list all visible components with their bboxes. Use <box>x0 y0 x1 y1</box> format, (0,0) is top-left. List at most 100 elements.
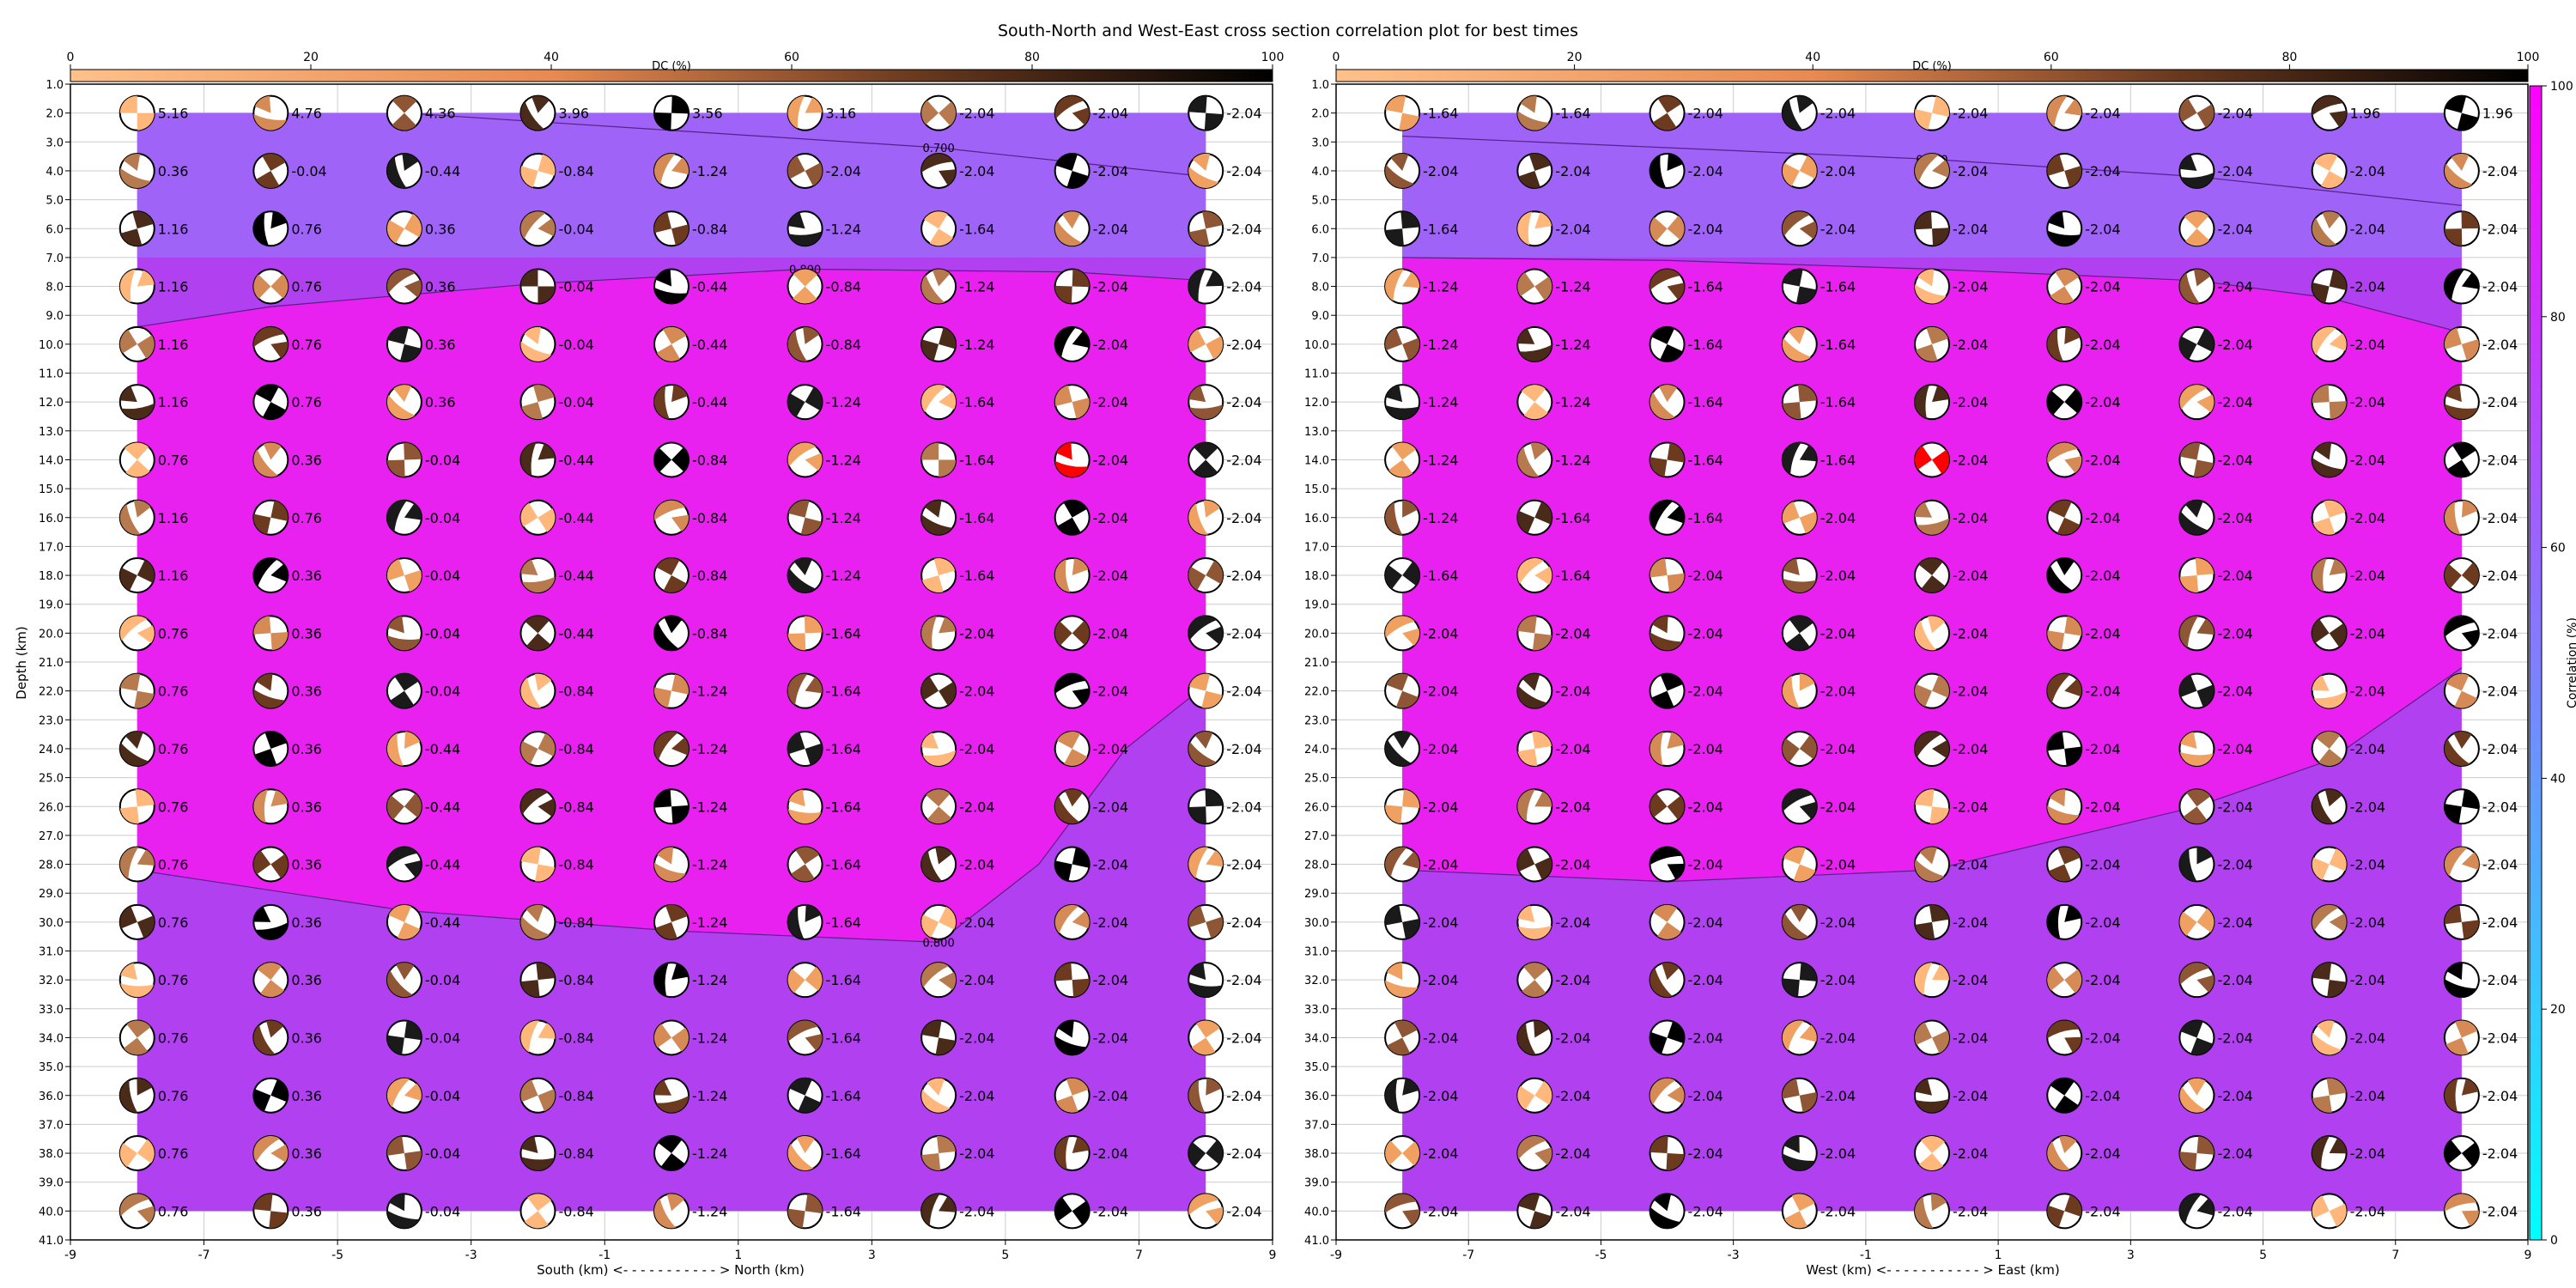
beachball-compressional <box>1928 616 1946 634</box>
beachball-quadrant <box>2195 558 2215 576</box>
beachball-marker <box>1054 384 1091 421</box>
beachball-compressional <box>921 732 939 749</box>
beachball-marker <box>1516 557 1553 594</box>
time-shift-label: -2.04 <box>2350 683 2385 700</box>
beachball-compressional <box>1188 1194 1219 1215</box>
beachball-marker <box>1384 615 1421 652</box>
beachball-marker <box>1516 846 1553 883</box>
beachball-quadrant <box>2049 500 2072 518</box>
beachball-marker <box>1914 788 1950 825</box>
time-shift-label: -2.04 <box>1820 741 1856 757</box>
beachball-marker <box>1516 615 1553 652</box>
beachball-marker <box>1914 846 1950 883</box>
x-tick-label: 7 <box>1135 1249 1143 1262</box>
beachball-quadrant <box>1651 326 1675 344</box>
time-shift-label: -2.04 <box>1226 279 1261 295</box>
beachball-compressional <box>787 673 808 706</box>
y-tick-label: 16.0 <box>1304 513 1329 526</box>
beachball-compressional <box>1054 326 1076 358</box>
beachball-quadrant <box>1534 1080 1552 1105</box>
beachball-quadrant <box>264 731 288 749</box>
beachball-compressional <box>666 1194 684 1212</box>
beachball-quadrant <box>2196 684 2215 708</box>
beachball-marker <box>118 615 155 652</box>
beachball-compressional <box>1385 404 1419 420</box>
beachball-quadrant <box>257 963 282 981</box>
beachball-compressional <box>386 1078 410 1108</box>
beachball-quadrant <box>921 100 939 125</box>
correlation-tick-label: 60 <box>2550 542 2566 556</box>
beachball-quadrant <box>1072 620 1090 646</box>
beachball-compressional <box>2329 559 2347 576</box>
time-shift-label: -2.04 <box>2217 857 2252 873</box>
beachball-compressional <box>2179 963 2210 985</box>
time-shift-label: 0.36 <box>291 741 322 757</box>
beachball-compressional <box>520 1157 555 1171</box>
beachball-compressional <box>1522 673 1540 691</box>
beachball-compressional <box>266 1020 284 1038</box>
y-tick-label: 20.0 <box>39 628 64 641</box>
time-shift-label: -2.04 <box>2350 394 2385 410</box>
beachball-compressional <box>2317 1020 2335 1038</box>
beachball-compressional <box>2446 963 2463 981</box>
beachball-marker <box>519 384 556 421</box>
beachball-quadrant <box>1066 170 1089 188</box>
y-tick-label: 31.0 <box>39 946 64 959</box>
time-shift-label: -0.04 <box>425 1030 460 1046</box>
beachball-marker <box>519 268 556 305</box>
beachball-quadrant <box>400 343 422 361</box>
beachball-compressional <box>1799 1024 1817 1042</box>
beachball-compressional <box>2444 616 2476 637</box>
beachball-marker <box>1781 384 1818 421</box>
beachball-compressional <box>1385 616 1415 638</box>
correlation-field-high <box>137 269 1206 943</box>
time-shift-label: -2.04 <box>1953 799 1988 815</box>
dc-tick-label: 20 <box>303 51 319 64</box>
time-shift-label: 0.76 <box>158 1145 189 1162</box>
beachball-quadrant <box>2444 904 2462 925</box>
beachball-compressional <box>520 677 542 708</box>
beachball-quadrant <box>2183 806 2208 824</box>
time-shift-label: -2.04 <box>1423 914 1458 931</box>
beachball-marker <box>920 846 957 883</box>
beachball-marker <box>1781 210 1818 247</box>
beachball-compressional <box>2453 731 2472 749</box>
y-tick-label: 28.0 <box>39 860 64 872</box>
beachball-compressional <box>2196 394 2215 413</box>
beachball-marker <box>1054 1135 1091 1172</box>
time-shift-label: -2.04 <box>1423 857 1458 873</box>
time-shift-label: -0.04 <box>558 337 593 353</box>
beachball-quadrant <box>2447 459 2471 477</box>
time-shift-label: 0.36 <box>291 683 322 700</box>
beachball-compressional <box>1915 731 1941 757</box>
y-tick-label: 30.0 <box>1304 917 1329 930</box>
beachball-compressional <box>404 279 422 298</box>
time-shift-label: -2.04 <box>1226 972 1261 988</box>
time-shift-label: -0.04 <box>425 510 460 526</box>
beachball-quadrant <box>788 500 810 518</box>
beachball-marker <box>1649 1135 1686 1172</box>
beachball-compressional <box>654 963 669 997</box>
beachball-compressional <box>2179 385 2208 410</box>
beachball-compressional <box>1649 968 1673 998</box>
beachball-marker <box>1384 325 1421 362</box>
time-shift-label: -2.04 <box>959 163 994 179</box>
beachball-quadrant <box>1386 673 1409 691</box>
beachball-quadrant <box>532 385 555 403</box>
time-shift-label: 1.16 <box>158 510 189 526</box>
dc-tick-label: 40 <box>544 51 559 64</box>
beachball-compressional <box>1534 1147 1552 1165</box>
beachball-quadrant <box>1783 269 1803 287</box>
time-shift-label: -2.04 <box>2085 568 2120 584</box>
beachball-quadrant <box>671 447 689 472</box>
x-tick-label: -9 <box>64 1249 76 1262</box>
beachball-compressional <box>1790 904 1809 922</box>
beachball-marker <box>1188 672 1224 709</box>
time-shift-label: -2.04 <box>2482 1203 2518 1219</box>
beachball-marker <box>519 557 556 594</box>
time-shift-label: -0.44 <box>558 625 593 641</box>
beachball-quadrant <box>2445 1037 2469 1055</box>
time-shift-label: -0.04 <box>291 163 326 179</box>
beachball-compressional <box>1188 981 1223 998</box>
beachball-quadrant <box>2064 969 2082 993</box>
